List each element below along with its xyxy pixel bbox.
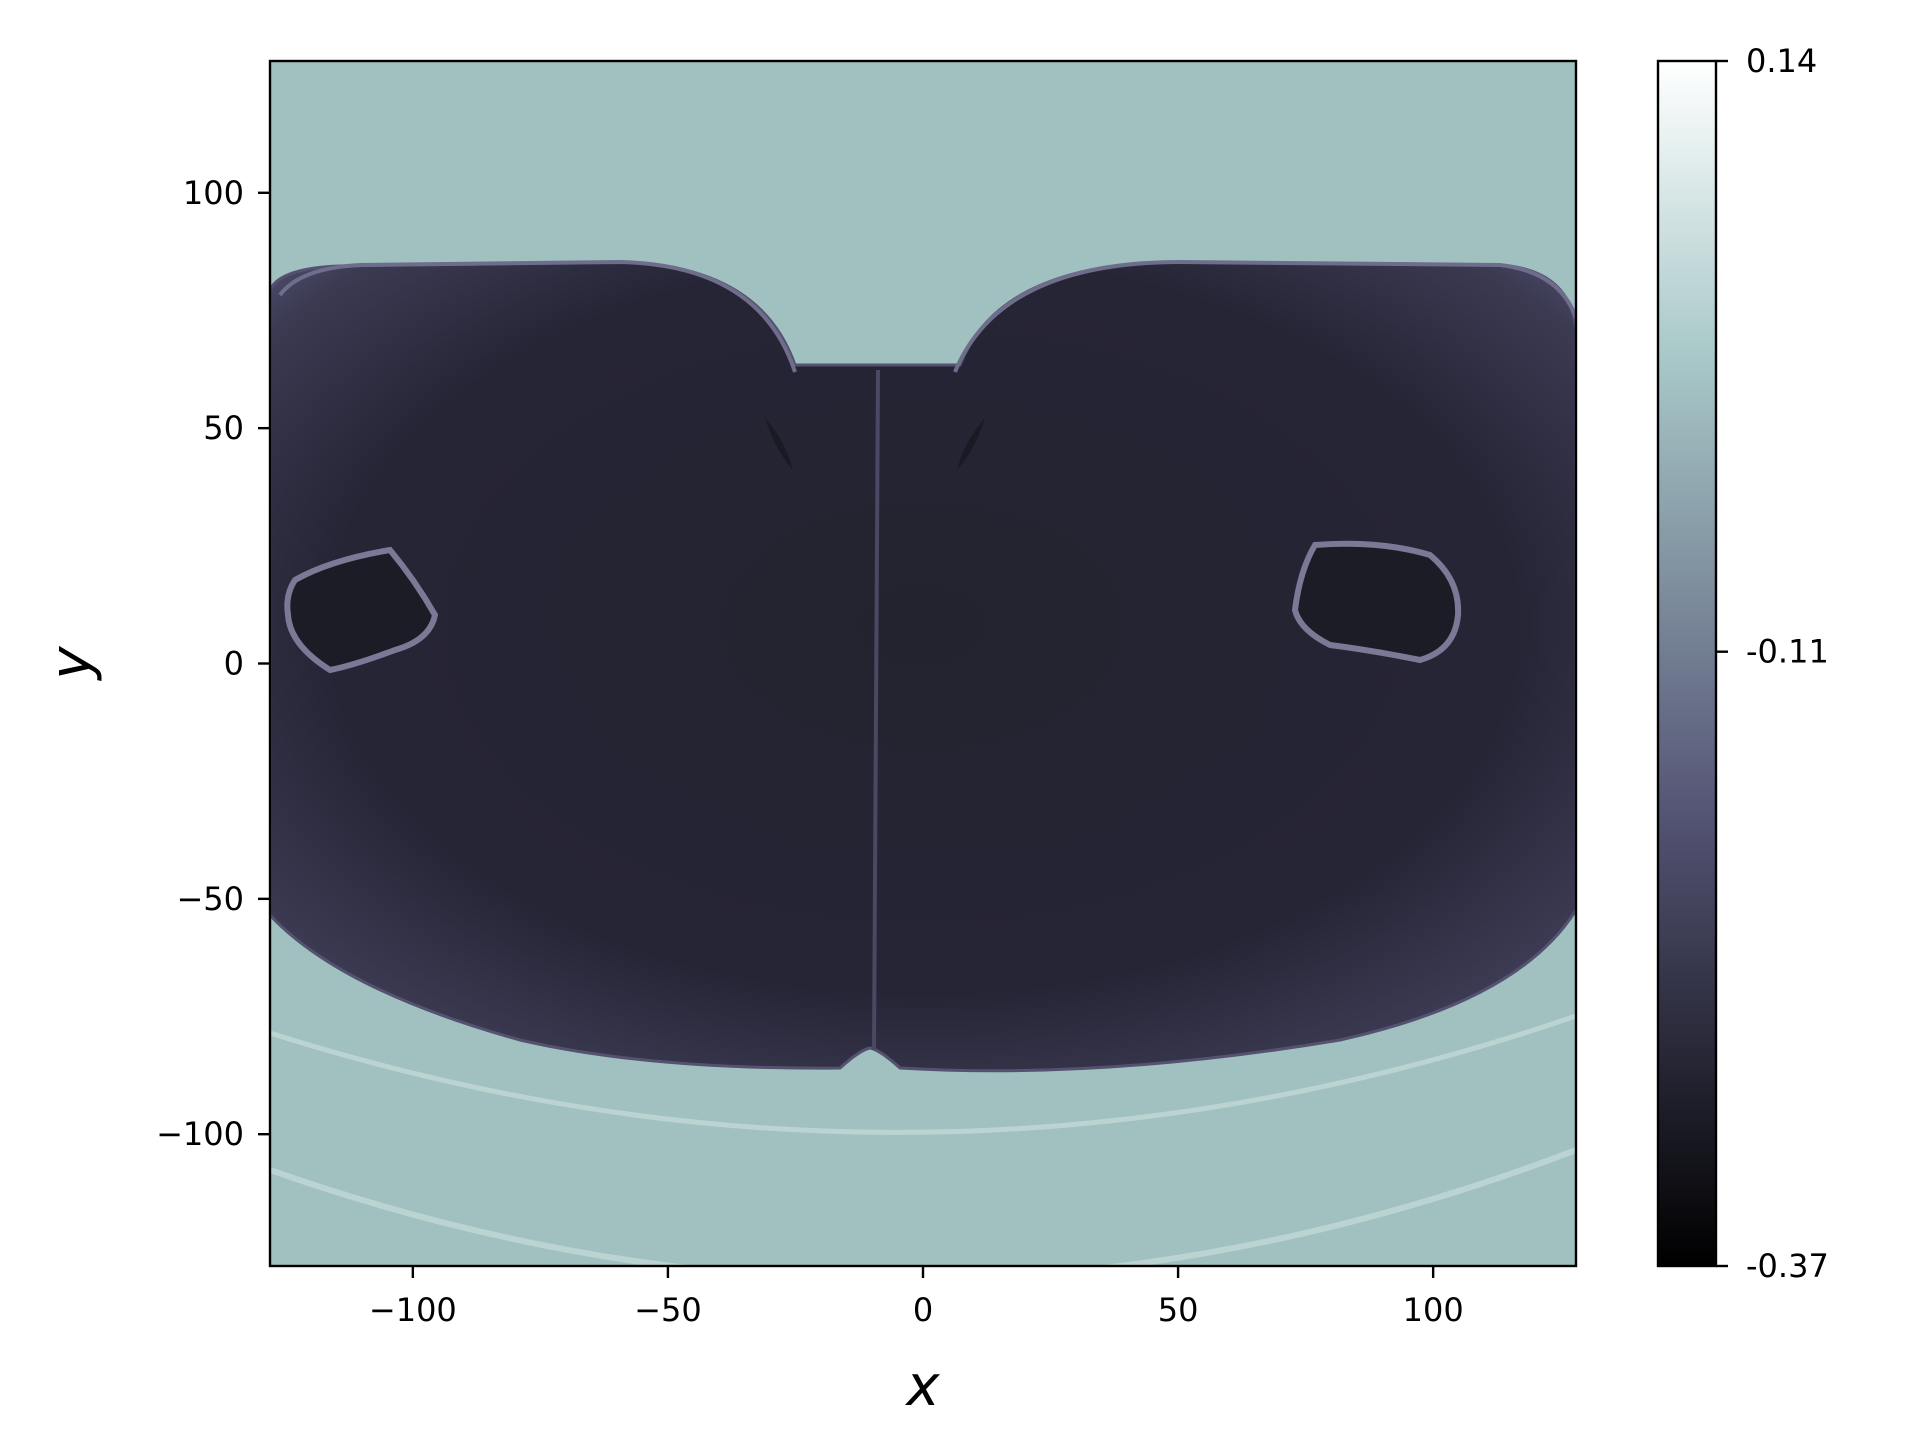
heatmap-notch-right xyxy=(957,418,985,470)
colorbar-tick-label: 0.14 xyxy=(1746,42,1817,80)
x-tick-label: 100 xyxy=(1403,1291,1464,1329)
colorbar-ticks: 0.14 -0.11 -0.37 xyxy=(1716,42,1829,1285)
x-axis-label: x xyxy=(904,1354,940,1419)
heatmap-body xyxy=(270,260,1576,1073)
colorbar-frame xyxy=(1656,59,1718,1268)
colorbar-tick-label: -0.37 xyxy=(1746,1247,1829,1285)
y-tick-label: 50 xyxy=(203,409,244,447)
y-axis-ticks: 100 50 0 −50 −100 xyxy=(156,174,270,1153)
heatmap-ring-lower xyxy=(270,1147,1576,1266)
y-tick-label: 100 xyxy=(183,174,244,212)
x-tick-label: −50 xyxy=(634,1291,702,1329)
heatmap-body-crest-left xyxy=(278,259,797,373)
x-tick-label: 50 xyxy=(1158,1291,1199,1329)
heatmap-notch-left xyxy=(765,418,793,470)
y-tick-label: 0 xyxy=(224,645,244,683)
heatmap-ring-upper xyxy=(270,1013,1576,1135)
colorbar-tick-label: -0.11 xyxy=(1746,633,1829,671)
y-tick-label: −100 xyxy=(156,1115,244,1153)
heatmap-bone-left xyxy=(284,546,439,674)
y-axis-label: y xyxy=(39,646,104,682)
x-tick-label: 0 xyxy=(913,1291,933,1329)
colorbar-gradient xyxy=(1658,61,1716,1266)
colorbar: 0.14 -0.11 -0.37 xyxy=(1656,42,1829,1285)
heatmap-image xyxy=(270,61,1576,1266)
y-tick-label: −50 xyxy=(176,880,244,918)
heatmap-body-crest-right xyxy=(953,259,1576,373)
x-tick-label: −100 xyxy=(369,1291,457,1329)
heatmap-center-seam xyxy=(872,369,880,1051)
heatmap-bone-right xyxy=(1291,540,1462,664)
x-axis-ticks: −100 −50 0 50 100 xyxy=(369,1266,1464,1329)
